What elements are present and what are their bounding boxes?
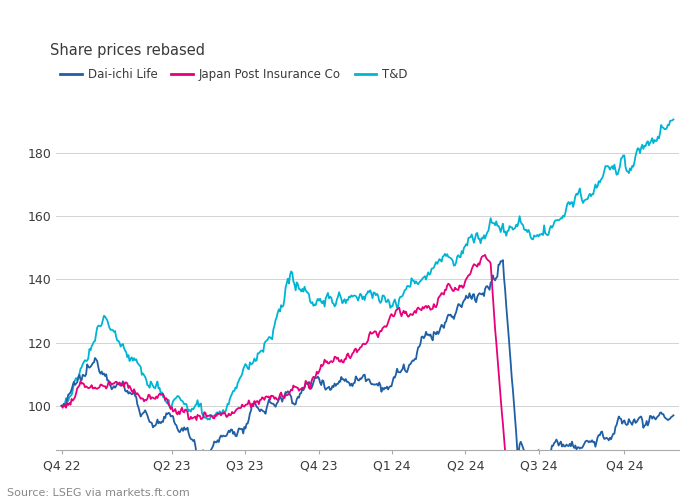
Legend: Dai-ichi Life, Japan Post Insurance Co, T&D: Dai-ichi Life, Japan Post Insurance Co, … bbox=[56, 64, 412, 86]
Text: Source: LSEG via markets.ft.com: Source: LSEG via markets.ft.com bbox=[7, 488, 190, 498]
Text: Share prices rebased: Share prices rebased bbox=[50, 43, 205, 58]
